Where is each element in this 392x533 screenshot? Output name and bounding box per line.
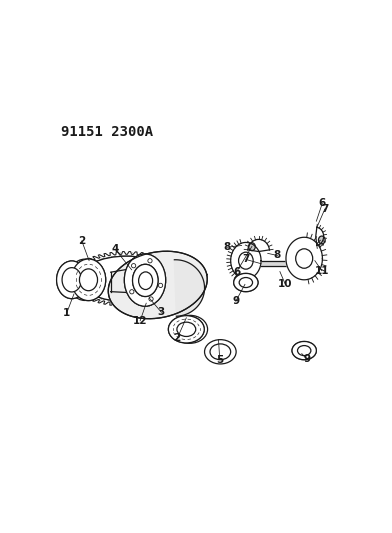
Ellipse shape — [205, 340, 236, 364]
Circle shape — [135, 293, 140, 297]
Text: 3: 3 — [158, 308, 165, 317]
Text: 91151 2300A: 91151 2300A — [61, 125, 153, 139]
Circle shape — [95, 286, 100, 291]
Text: 10: 10 — [278, 279, 292, 289]
Ellipse shape — [132, 264, 158, 296]
Polygon shape — [69, 252, 183, 306]
Text: 6: 6 — [319, 198, 326, 208]
Polygon shape — [108, 251, 207, 319]
Ellipse shape — [80, 269, 98, 290]
Ellipse shape — [71, 259, 106, 301]
Ellipse shape — [124, 254, 166, 306]
Text: 6: 6 — [233, 266, 240, 277]
Text: 2: 2 — [174, 334, 181, 343]
Ellipse shape — [68, 259, 102, 301]
Text: 8: 8 — [223, 243, 230, 252]
Text: 9: 9 — [303, 354, 310, 364]
Circle shape — [158, 283, 163, 287]
Circle shape — [135, 260, 140, 265]
Text: 8: 8 — [274, 251, 281, 261]
Ellipse shape — [177, 322, 196, 336]
Ellipse shape — [79, 256, 174, 302]
Ellipse shape — [239, 278, 252, 287]
Ellipse shape — [172, 316, 208, 343]
Text: 9: 9 — [232, 296, 240, 306]
Circle shape — [148, 259, 152, 263]
Ellipse shape — [79, 256, 174, 302]
Ellipse shape — [234, 273, 258, 292]
Text: 2: 2 — [78, 236, 85, 246]
Polygon shape — [174, 260, 205, 316]
Ellipse shape — [249, 243, 255, 251]
Polygon shape — [316, 228, 324, 245]
Circle shape — [131, 264, 136, 268]
Ellipse shape — [169, 316, 204, 343]
Polygon shape — [143, 300, 150, 305]
Circle shape — [149, 297, 153, 301]
Ellipse shape — [318, 236, 325, 244]
Ellipse shape — [56, 261, 87, 298]
Ellipse shape — [210, 344, 230, 360]
Text: 12: 12 — [133, 316, 147, 326]
Ellipse shape — [56, 261, 87, 298]
Ellipse shape — [132, 264, 158, 296]
Ellipse shape — [292, 342, 316, 360]
Ellipse shape — [124, 254, 166, 306]
Circle shape — [130, 289, 134, 294]
Text: 11: 11 — [314, 265, 329, 276]
Circle shape — [95, 266, 100, 271]
Ellipse shape — [298, 345, 311, 356]
Polygon shape — [286, 237, 322, 280]
Text: 7: 7 — [242, 254, 250, 264]
Ellipse shape — [169, 316, 204, 343]
Ellipse shape — [292, 342, 316, 360]
Polygon shape — [230, 243, 261, 279]
Ellipse shape — [239, 252, 253, 269]
Ellipse shape — [62, 268, 82, 292]
Circle shape — [160, 277, 164, 281]
Ellipse shape — [71, 259, 106, 301]
Text: 4: 4 — [112, 245, 119, 254]
Ellipse shape — [296, 249, 313, 268]
Text: 5: 5 — [216, 354, 223, 365]
Polygon shape — [248, 239, 269, 252]
Text: 1: 1 — [63, 308, 70, 318]
Ellipse shape — [139, 272, 152, 289]
Text: 7: 7 — [321, 204, 328, 214]
Ellipse shape — [234, 273, 258, 292]
